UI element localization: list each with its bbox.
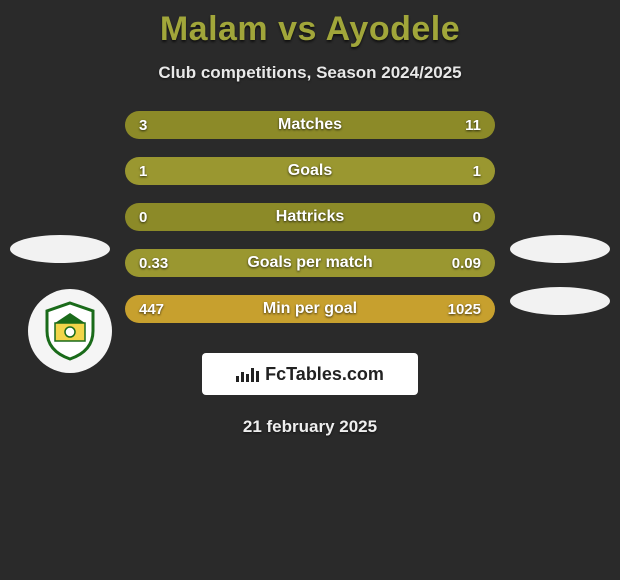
stat-label: Matches: [278, 116, 342, 134]
comparison-panel: 3 Matches 11 1 Goals 1 0 Hattricks 0 0.3…: [0, 111, 620, 437]
player1-badge-top: [10, 235, 110, 263]
stat-row-min-per-goal: 447 Min per goal 1025: [125, 295, 495, 323]
brand-text: FcTables.com: [265, 364, 384, 385]
stat-right-value: 1025: [448, 301, 481, 318]
stat-left-value: 447: [139, 301, 164, 318]
subtitle: Club competitions, Season 2024/2025: [0, 63, 620, 83]
stat-left-value: 0: [139, 209, 147, 226]
player2-badge-bottom: [510, 287, 610, 315]
stat-bars: 3 Matches 11 1 Goals 1 0 Hattricks 0 0.3…: [125, 111, 495, 323]
stat-row-matches: 3 Matches 11: [125, 111, 495, 139]
shield-icon: [43, 301, 97, 361]
stat-right-value: 11: [465, 117, 481, 134]
stat-label: Goals: [288, 162, 332, 180]
club-crest: [28, 289, 112, 373]
stat-right-value: 0.09: [452, 255, 481, 272]
title-vs: vs: [278, 10, 317, 48]
stat-label: Min per goal: [263, 300, 357, 318]
generated-date: 21 february 2025: [0, 417, 620, 437]
stat-left-value: 3: [139, 117, 147, 134]
page-title: Malam vs Ayodele: [0, 0, 620, 49]
title-right: Ayodele: [326, 10, 461, 48]
brand-link[interactable]: FcTables.com: [202, 353, 418, 395]
stat-row-goals: 1 Goals 1: [125, 157, 495, 185]
stat-right-value: 0: [473, 209, 481, 226]
bar-chart-icon: [236, 366, 259, 382]
stat-left-value: 1: [139, 163, 147, 180]
stat-row-hattricks: 0 Hattricks 0: [125, 203, 495, 231]
stat-label: Hattricks: [276, 208, 344, 226]
stat-row-goals-per-match: 0.33 Goals per match 0.09: [125, 249, 495, 277]
title-left: Malam: [160, 10, 268, 48]
player2-badge-top: [510, 235, 610, 263]
stat-left-value: 0.33: [139, 255, 168, 272]
stat-label: Goals per match: [247, 254, 372, 272]
stat-right-value: 1: [473, 163, 481, 180]
